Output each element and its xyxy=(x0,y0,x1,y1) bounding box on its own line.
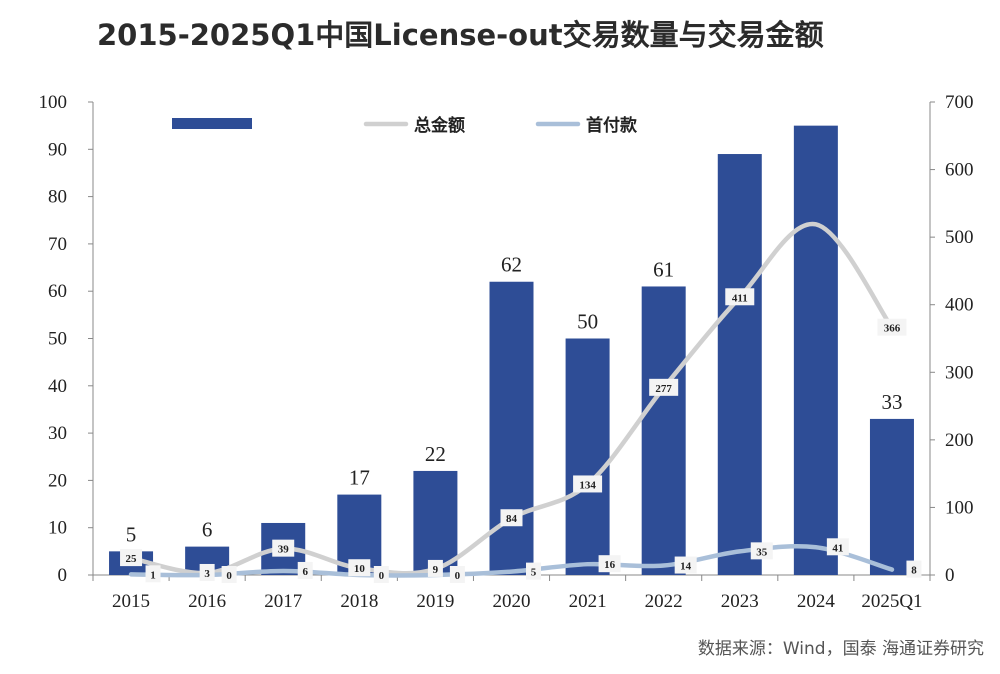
upfront-payment-label: 0 xyxy=(226,570,232,582)
left-tick-label: 0 xyxy=(58,565,68,586)
total-amount-label: 10 xyxy=(354,563,366,575)
total-amount-label: 134 xyxy=(579,479,596,491)
left-tick-label: 40 xyxy=(48,376,67,397)
bar xyxy=(565,338,610,575)
legend-bar-swatch xyxy=(172,118,252,129)
total-amount-label: 9 xyxy=(433,564,439,576)
right-tick-label: 700 xyxy=(945,92,974,113)
upfront-payment-label-box xyxy=(674,556,697,574)
upfront-payment-label: 14 xyxy=(680,561,692,573)
total-amount-label: 277 xyxy=(655,383,672,395)
upfront-payment-label-box xyxy=(449,566,465,583)
bar xyxy=(717,154,762,575)
upfront-payment-label-box xyxy=(221,566,237,583)
upfront-payment-label-box xyxy=(297,561,313,579)
left-tick-label: 50 xyxy=(48,329,67,350)
bar-value-label: 62 xyxy=(501,253,522,277)
total-amount-label-box xyxy=(500,509,523,527)
chart-title: 2015-2025Q1中国License-out交易数量与交易金额 xyxy=(97,18,824,52)
bar-value-label: 5 xyxy=(126,522,137,546)
upfront-payment-label-box xyxy=(373,566,389,583)
upfront-payment-label-box xyxy=(526,562,541,580)
x-tick-label: 2021 xyxy=(569,591,607,612)
legend: 总金额 首付款 xyxy=(172,115,638,136)
bar xyxy=(869,418,914,575)
right-tick-label: 400 xyxy=(945,295,974,316)
total-amount-label-box xyxy=(649,378,679,396)
right-tick-label: 600 xyxy=(945,160,974,181)
source-note: 数据来源：Wind，国泰 海通证券研究 xyxy=(697,639,984,659)
upfront-payment-label-box xyxy=(598,555,621,573)
total-amount-label-box xyxy=(272,539,295,557)
total-amount-label: 411 xyxy=(732,292,748,304)
total-amount-label-box xyxy=(877,318,907,336)
x-tick-label: 2016 xyxy=(188,591,226,612)
total-amount-label-box xyxy=(120,549,143,567)
x-tick-label: 2025Q1 xyxy=(861,591,922,612)
total-amount-label-box xyxy=(348,559,371,577)
left-tick-label: 60 xyxy=(48,281,67,302)
bar-value-label: 50 xyxy=(577,310,598,334)
upfront-payment-label-box xyxy=(145,565,161,583)
bar xyxy=(793,125,838,576)
upfront-payment-label-box xyxy=(826,538,849,556)
bar-value-label: 17 xyxy=(349,466,370,490)
x-tick-label: 2015 xyxy=(112,591,150,612)
x-tick-label: 2022 xyxy=(645,591,683,612)
upfront-payment-label: 1 xyxy=(150,569,156,581)
right-tick-label: 100 xyxy=(945,497,974,518)
upfront-payment-label: 41 xyxy=(832,542,843,554)
left-tick-label: 80 xyxy=(48,187,67,208)
legend-upfront-payment-label: 首付款 xyxy=(586,115,638,136)
left-tick-label: 100 xyxy=(39,92,68,113)
upfront-payment-label-box xyxy=(906,560,922,578)
total-amount-label: 366 xyxy=(884,323,901,335)
x-tick-label: 2024 xyxy=(797,591,836,612)
bar xyxy=(413,470,458,575)
upfront-payment-label: 6 xyxy=(302,566,308,578)
bar-value-label: 61 xyxy=(653,257,674,281)
left-tick-label: 10 xyxy=(48,518,67,539)
x-tick-label: 2020 xyxy=(493,591,531,612)
upfront-payment-label: 8 xyxy=(911,565,917,577)
bar-value-label: 22 xyxy=(425,442,446,466)
left-tick-label: 90 xyxy=(48,139,67,160)
x-tick-label: 2018 xyxy=(340,591,378,612)
total-amount-label-box xyxy=(199,563,215,581)
right-tick-label: 0 xyxy=(945,565,955,586)
x-tick-label: 2017 xyxy=(264,591,302,612)
right-tick-label: 300 xyxy=(945,362,974,383)
bar xyxy=(641,286,686,575)
x-tick-label: 2023 xyxy=(721,591,759,612)
left-tick-label: 30 xyxy=(48,423,67,444)
upfront-payment-label: 35 xyxy=(756,546,768,558)
right-tick-label: 200 xyxy=(945,430,974,451)
total-amount-label: 3 xyxy=(204,568,210,580)
bar-series xyxy=(109,125,914,576)
total-amount-label: 84 xyxy=(506,513,518,525)
total-amount-label-box xyxy=(573,475,603,493)
upfront-payment-label: 0 xyxy=(455,570,461,582)
bar-value-label: 33 xyxy=(881,390,902,414)
upfront-payment-label: 16 xyxy=(604,559,616,571)
total-amount-label: 25 xyxy=(126,553,138,565)
right-tick-label: 500 xyxy=(945,227,974,248)
x-tick-label: 2019 xyxy=(416,591,454,612)
upfront-payment-label: 5 xyxy=(531,567,537,579)
left-tick-label: 20 xyxy=(48,470,67,491)
upfront-payment-label: 0 xyxy=(379,570,385,582)
left-tick-label: 70 xyxy=(48,234,67,255)
total-amount-label: 39 xyxy=(278,544,290,556)
upfront-payment-label-box xyxy=(750,542,773,560)
bar-value-label: 6 xyxy=(202,518,213,542)
legend-total-amount-label: 总金额 xyxy=(414,115,465,136)
total-amount-label-box xyxy=(427,559,443,577)
total-amount-label-box xyxy=(725,288,755,306)
